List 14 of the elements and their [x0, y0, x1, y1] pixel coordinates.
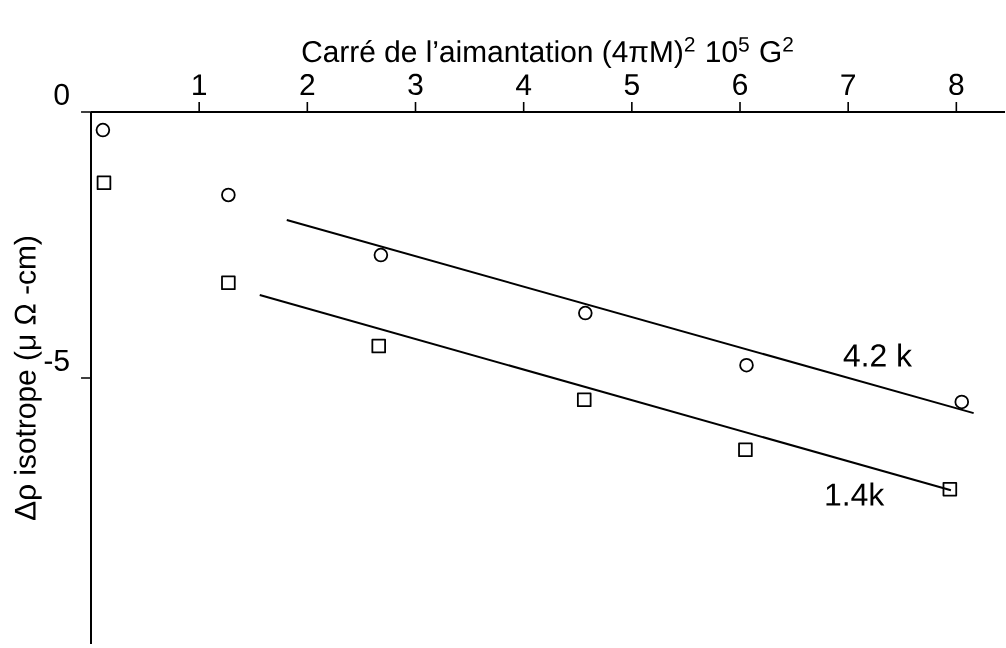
- x-tick-label: 6: [733, 73, 748, 95]
- y-axis-title: Δρ isotrope (μ Ω -cm): [13, 236, 42, 521]
- y-tick-label: -5: [44, 350, 69, 371]
- y-tick-label: 0: [54, 83, 69, 105]
- x-tick-label: 8: [949, 73, 964, 95]
- series-label: 1.4k: [826, 482, 885, 506]
- x-tick-label: 2: [300, 74, 315, 95]
- x-axis-title: Carré de l’aimantation (4πM)$^{2}$ 10$^{5}$ G$^{2}$: [302, 36, 793, 69]
- x-tick-label: 3: [408, 73, 423, 95]
- x-tick-label: 1: [193, 74, 207, 95]
- series-label: 4.2 k: [843, 343, 913, 367]
- x-tick-label: 5: [624, 74, 639, 95]
- x-tick-label: 4: [516, 74, 532, 95]
- x-tick-label: 7: [841, 74, 855, 95]
